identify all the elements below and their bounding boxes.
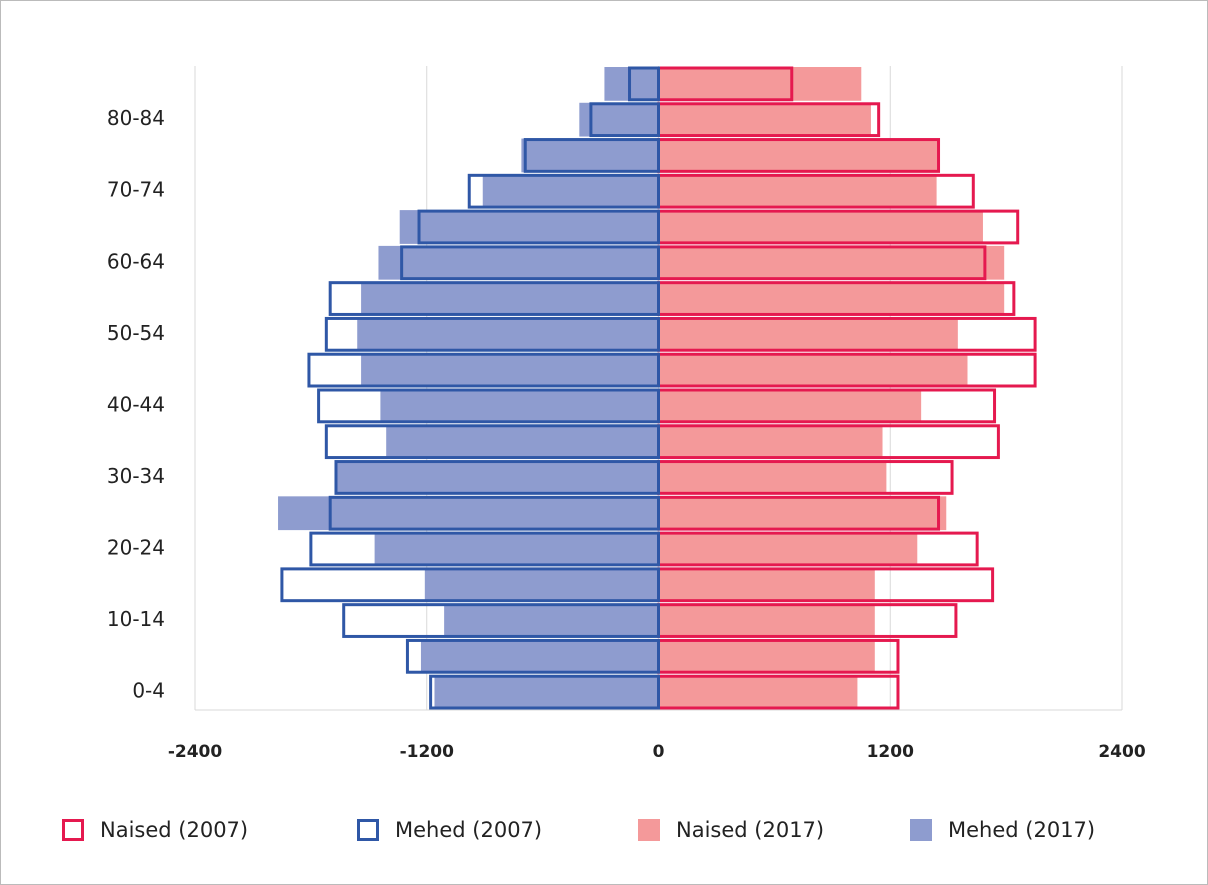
- y-tick-label: 70-74: [107, 178, 165, 202]
- bar-outline: [429, 674, 660, 710]
- bar: [361, 281, 659, 316]
- bar-outline: [628, 66, 660, 102]
- y-tick-label: 30-34: [107, 464, 165, 488]
- x-tick-label: -1200: [400, 742, 455, 762]
- y-tick-label: 60-64: [107, 249, 165, 273]
- bar: [434, 675, 659, 709]
- bar-outline: [334, 460, 660, 495]
- legend-swatch: [62, 819, 84, 841]
- bar: [374, 532, 659, 566]
- bar: [378, 245, 659, 280]
- x-tick-label: 2400: [1098, 742, 1145, 762]
- bar-outline: [317, 388, 660, 424]
- bar: [399, 210, 659, 244]
- bar-outline: [328, 281, 660, 316]
- legend-label: Mehed (2007): [395, 818, 542, 842]
- y-tick-label: 10-14: [107, 607, 165, 631]
- y-tick-label: 0-4: [132, 679, 165, 703]
- bar-outline: [405, 638, 660, 674]
- bar-outline: [328, 495, 660, 531]
- bar: [335, 460, 659, 495]
- bar: [658, 532, 918, 566]
- bar: [658, 210, 983, 244]
- bar: [521, 138, 659, 173]
- bar: [658, 496, 947, 531]
- x-tick-label: 1200: [867, 742, 914, 762]
- x-tick-label: 0: [653, 742, 665, 762]
- bar-outline: [400, 245, 660, 281]
- bar: [658, 281, 1005, 316]
- bar-outline: [280, 567, 660, 603]
- bar-outline: [307, 352, 660, 388]
- legend-label: Naised (2017): [676, 818, 824, 842]
- bar: [658, 460, 887, 495]
- bar-outline: [342, 603, 660, 638]
- bar-outline: [467, 173, 660, 209]
- bar: [658, 424, 883, 459]
- bar: [658, 603, 875, 638]
- bar: [579, 102, 659, 137]
- bar: [361, 353, 659, 387]
- bar: [278, 496, 659, 531]
- bar-outline: [589, 102, 660, 138]
- bar: [658, 353, 968, 387]
- bar: [658, 138, 939, 173]
- bar: [658, 389, 922, 423]
- legend-swatch: [357, 819, 379, 841]
- bar: [357, 317, 659, 352]
- bar: [658, 639, 875, 674]
- bar-outline: [417, 209, 660, 245]
- bar-outline: [324, 424, 660, 460]
- bar: [658, 675, 858, 709]
- legend-label: Naised (2007): [100, 818, 248, 842]
- bar: [658, 317, 958, 352]
- bar: [658, 245, 1005, 280]
- bar: [658, 67, 862, 101]
- bar: [604, 67, 659, 101]
- bar: [444, 603, 659, 638]
- y-tick-label: 50-54: [107, 321, 165, 345]
- bar: [658, 174, 937, 209]
- y-tick-label: 80-84: [107, 106, 165, 130]
- bar: [380, 389, 659, 423]
- legend-label: Mehed (2017): [948, 818, 1095, 842]
- y-tick-label: 20-24: [107, 536, 165, 560]
- bar: [420, 639, 659, 674]
- legend-swatch: [638, 819, 660, 841]
- bar: [658, 102, 871, 137]
- y-tick-label: 40-44: [107, 392, 165, 416]
- bar: [482, 174, 659, 209]
- bar-outline: [324, 316, 660, 352]
- bar: [658, 567, 875, 602]
- bar: [424, 567, 659, 602]
- bar: [386, 424, 659, 459]
- bar-outline: [309, 531, 660, 567]
- bar-outline: [523, 138, 661, 173]
- x-tick-label: -2400: [168, 742, 223, 762]
- legend-swatch: [910, 819, 932, 841]
